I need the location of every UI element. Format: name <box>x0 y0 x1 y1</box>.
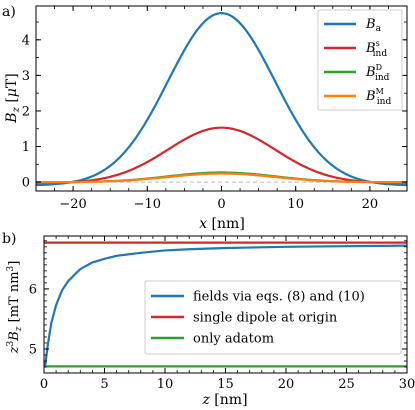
x-tick-label: 10 <box>287 197 304 212</box>
y-tick-label: 1 <box>22 140 30 155</box>
panel-b-legend: fields via eqs. (8) and (10) single dipol… <box>144 280 402 355</box>
panel-b-frame <box>43 235 408 374</box>
x-tick-label: 0 <box>40 377 48 392</box>
y-tick-label: 5 <box>29 342 37 357</box>
legend-entry: single dipole at origin <box>193 311 338 326</box>
y-tick-label: 2 <box>22 104 30 119</box>
panel-a-curves <box>35 12 408 187</box>
panel-a-ylabel: Bz [μT] <box>4 73 22 123</box>
panel-b-curves <box>44 241 408 368</box>
series-line-m <box>36 172 407 184</box>
x-tick-label: 15 <box>217 377 234 392</box>
series-line-fields <box>44 244 408 366</box>
legend-entry: only adatom <box>193 332 274 347</box>
x-tick-label: 30 <box>399 377 415 392</box>
y-tick-label: 3 <box>22 69 30 84</box>
x-tick-label: 20 <box>362 197 379 212</box>
panel-a: a) −20 −10 0 10 20 0 1 2 3 4 x [nm] Bz [μT] Ba Bs i… <box>2 4 408 232</box>
panel-a-legend: Ba Bs ind BD ind BM ind <box>317 9 403 111</box>
panel-a-xlabel: x [nm] <box>199 216 245 232</box>
x-tick-label: 20 <box>278 377 295 392</box>
x-tick-label: 25 <box>338 377 355 392</box>
panel-a-frame <box>35 5 408 192</box>
panel-b-ylabel: z3Bz [mT nm3] <box>6 261 24 355</box>
legend-entry: fields via eqs. (8) and (10) <box>193 290 365 305</box>
series-line-a <box>35 12 408 187</box>
legend-entry: BD ind <box>365 63 390 83</box>
x-tick-label: 0 <box>217 197 225 212</box>
x-tick-label: −10 <box>134 197 161 212</box>
panel-b: b) 0 5 10 15 20 25 30 5 6 z [nm] z3Bz [mT nm3] f… <box>2 231 415 408</box>
legend-entry: Ba <box>365 17 382 34</box>
y-tick-label: 4 <box>22 33 30 48</box>
panel-b-legend-box <box>144 280 402 355</box>
series-line-s <box>35 126 408 185</box>
x-tick-label: 5 <box>100 377 108 392</box>
panel-b-label: b) <box>2 231 16 247</box>
x-tick-label: 10 <box>157 377 174 392</box>
panel-a-label: a) <box>2 4 16 20</box>
panel-b-xlabel: z [nm] <box>201 392 247 408</box>
y-tick-label: 6 <box>29 282 37 297</box>
legend-entry: Bs ind <box>365 39 387 59</box>
panel-a-legend-box <box>317 9 403 111</box>
legend-entry: BM ind <box>365 87 391 107</box>
y-tick-label: 0 <box>22 176 30 191</box>
x-tick-label: −20 <box>59 197 86 212</box>
